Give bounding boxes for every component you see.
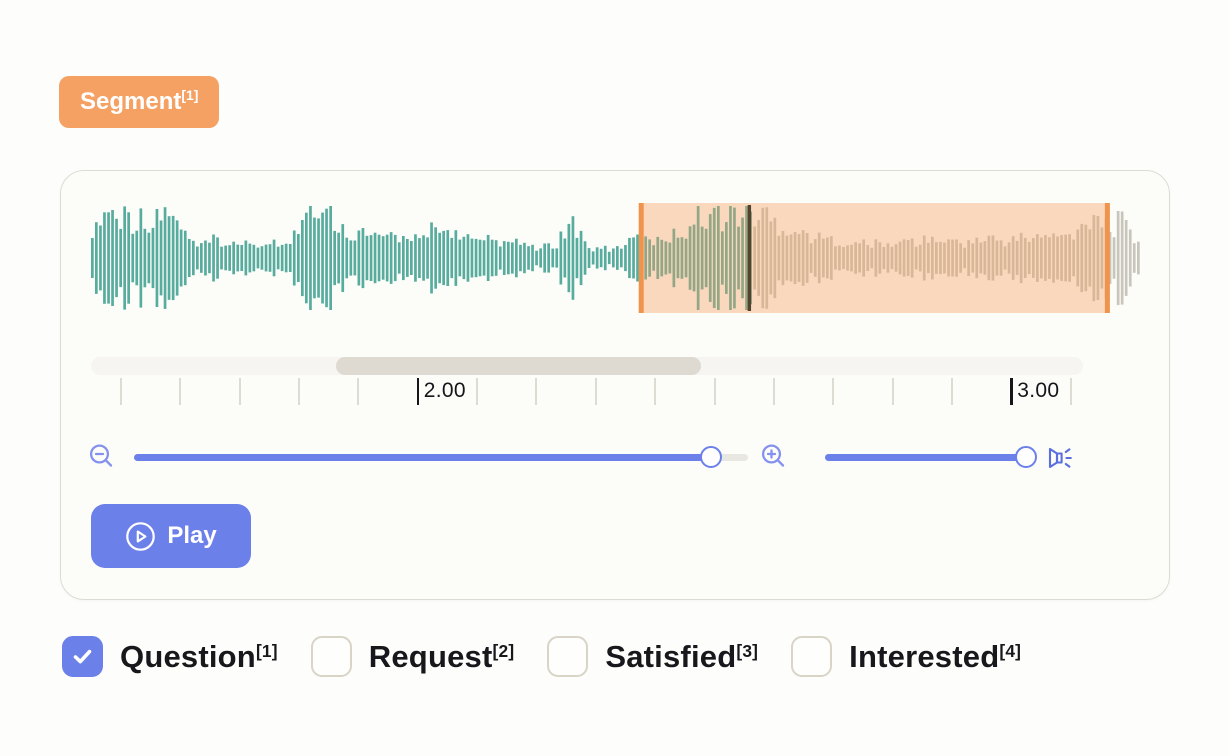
volume-slider-thumb[interactable]: [1014, 446, 1037, 468]
ruler-tick: [120, 378, 122, 405]
ruler-tick: [654, 378, 657, 405]
tag-label: Satisfied[3]: [605, 639, 758, 675]
tag-label: Interested[4]: [849, 639, 1021, 675]
ruler-tick: [713, 378, 716, 405]
ruler-time-label: 3.00: [1017, 379, 1060, 402]
tag-label-shortcut: [1]: [255, 641, 278, 662]
timeline-ruler: 2.00 3.00: [91, 376, 1141, 408]
checkbox-satisfied[interactable]: [547, 636, 589, 677]
tag-label-text: Request: [368, 638, 493, 674]
zoom-out-icon[interactable]: [87, 442, 117, 472]
waveform-player-card: 2.00 3.00: [60, 170, 1170, 600]
play-button-label: Play: [167, 522, 217, 549]
ruler-tick: [891, 378, 894, 405]
ruler-tick: [357, 378, 360, 405]
waveform-display[interactable]: [91, 203, 1141, 313]
segment-left-handle[interactable]: [638, 203, 644, 313]
checkbox-question[interactable]: [62, 636, 103, 677]
ruler-tick: [298, 378, 301, 405]
tag-interested[interactable]: Interested[4]: [791, 636, 1021, 677]
zoom-slider[interactable]: [134, 446, 748, 468]
ruler-tick: [772, 378, 775, 405]
tag-checkbox-row: Question[1] Request[2] Satisfied[3] Interes…: [62, 636, 1021, 677]
speaker-icon[interactable]: [1044, 442, 1074, 472]
ruler-tick: [238, 378, 241, 405]
waveform-scrollbar[interactable]: [91, 357, 1083, 375]
scrollbar-thumb[interactable]: [336, 357, 701, 375]
tag-label-text: Satisfied: [605, 638, 737, 674]
ruler-tick: [594, 378, 597, 405]
zoom-slider-thumb[interactable]: [700, 446, 723, 468]
play-icon: [126, 521, 156, 551]
player-controls-row: [61, 441, 1171, 473]
checkbox-request[interactable]: [310, 636, 352, 677]
ruler-tick: [476, 378, 479, 405]
checkbox-interested[interactable]: [791, 636, 833, 677]
play-button[interactable]: Play: [91, 504, 251, 568]
tag-label: Request[2]: [369, 639, 515, 675]
waveform-svg: [91, 203, 1140, 313]
ruler-tick: [1069, 378, 1072, 405]
tag-label-text: Interested: [849, 638, 1000, 674]
ruler-time-label: 2.00: [423, 379, 466, 402]
segment-badge-label: Segment: [80, 88, 182, 115]
tag-label-shortcut: [3]: [736, 641, 759, 662]
tag-label-shortcut: [2]: [492, 641, 515, 662]
ruler-tick: [179, 378, 182, 405]
ruler-major-tick: [1010, 378, 1013, 405]
playhead-cursor: [747, 205, 752, 311]
tag-question[interactable]: Question[1]: [62, 636, 278, 677]
tag-satisfied[interactable]: Satisfied[3]: [547, 636, 758, 677]
check-icon: [73, 649, 92, 664]
zoom-in-icon[interactable]: [759, 442, 789, 472]
tag-request[interactable]: Request[2]: [310, 636, 515, 677]
segment-region[interactable]: [641, 203, 1108, 313]
tag-label: Question[1]: [120, 639, 278, 675]
segment-badge[interactable]: Segment [1]: [59, 76, 220, 128]
volume-slider-fill: [825, 453, 1026, 461]
volume-slider[interactable]: [825, 446, 1037, 468]
tag-label-text: Question: [120, 638, 256, 674]
zoom-slider-fill: [134, 453, 712, 461]
ruler-tick: [950, 378, 953, 405]
segment-badge-shortcut: [1]: [181, 87, 199, 104]
ruler-tick: [535, 378, 538, 405]
segment-right-handle[interactable]: [1104, 203, 1110, 313]
ruler-tick: [832, 378, 835, 405]
ruler-major-tick: [416, 378, 420, 405]
tag-label-shortcut: [4]: [999, 641, 1022, 662]
